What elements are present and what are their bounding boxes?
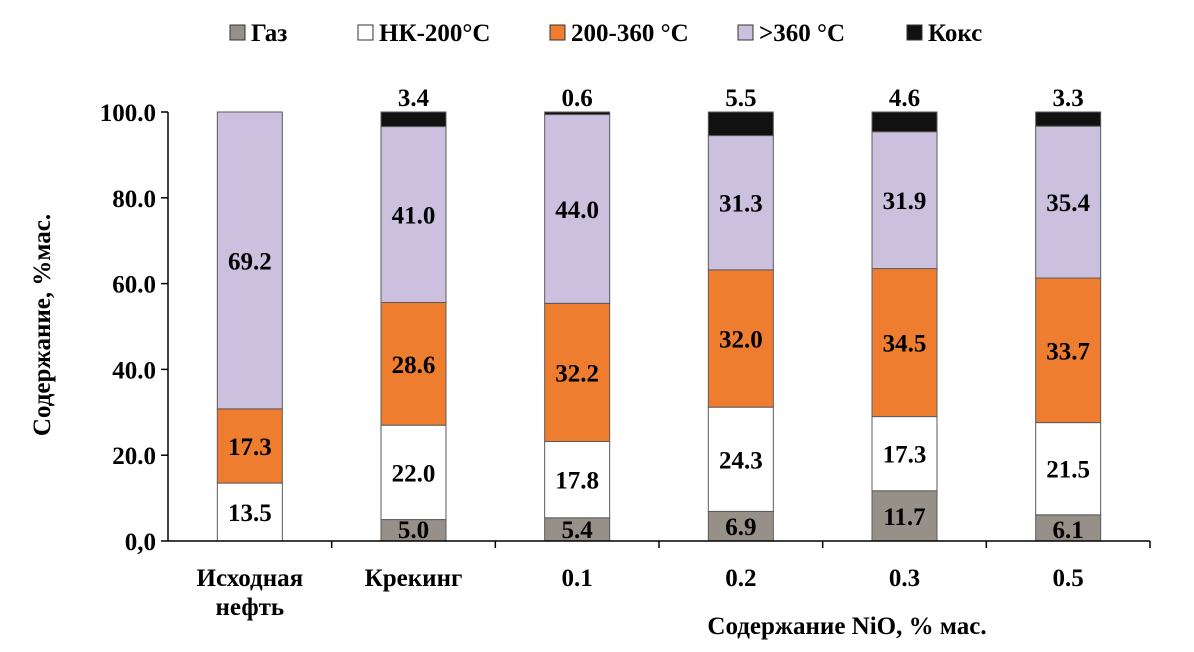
bar-segment — [871, 111, 938, 133]
data-label: 17.3 — [883, 442, 927, 469]
data-label: 17.8 — [555, 468, 599, 495]
bar-segment — [380, 111, 447, 128]
bar-segment — [871, 131, 938, 270]
legend-swatch — [906, 24, 923, 41]
legend-label: 200-360 °С — [571, 20, 689, 47]
data-label: 35.4 — [1046, 190, 1090, 217]
legend-label: >360 °С — [759, 20, 845, 47]
legend-swatch — [549, 24, 566, 41]
data-label: 3.4 — [398, 85, 430, 112]
bar-segment — [1035, 125, 1102, 279]
legend: Газ НК-200°С 200-360 °С >360 °С Кокс — [229, 20, 982, 47]
bar-segment — [380, 126, 447, 303]
data-label: 5.0 — [398, 517, 429, 544]
x-tick-label: Крекинг — [365, 565, 463, 592]
y-tick-label: 0,0 — [125, 529, 156, 556]
bar-segment — [707, 111, 774, 137]
x-tick-label: 0.5 — [1053, 565, 1084, 592]
bar-segment — [544, 302, 611, 442]
data-label: 6.9 — [725, 514, 756, 541]
y-tick-label: 80.0 — [112, 186, 156, 213]
data-label: 11.7 — [883, 504, 925, 531]
bar-segment — [544, 111, 611, 116]
data-label: 24.3 — [719, 447, 763, 474]
bar-segment — [544, 440, 611, 519]
x-axis-title: Содержание NiO, % мас. — [707, 613, 986, 640]
x-tick-label: Исходная — [197, 565, 304, 592]
y-tick-label: 40.0 — [112, 357, 156, 384]
data-label: 44.0 — [555, 197, 599, 224]
data-label: 5.5 — [725, 85, 756, 112]
data-label: 6.1 — [1053, 517, 1084, 544]
bar-segment — [216, 408, 283, 484]
data-label: 4.6 — [889, 85, 920, 112]
data-label: 33.7 — [1046, 338, 1090, 365]
bar-segment — [871, 490, 938, 542]
data-label: 17.3 — [228, 434, 272, 461]
data-label: 41.0 — [392, 203, 436, 230]
data-label: 34.5 — [883, 331, 927, 358]
legend-swatch — [229, 24, 246, 41]
bar-segment — [216, 111, 283, 410]
legend-label: Газ — [251, 20, 287, 47]
data-label: 22.0 — [392, 460, 436, 487]
bar-segment — [1035, 422, 1102, 516]
bar-segment — [380, 424, 447, 521]
bar-segment — [707, 406, 774, 512]
bar-segment — [707, 510, 774, 542]
bar-segment — [871, 416, 938, 492]
data-label: 13.5 — [228, 500, 272, 527]
data-label: 32.2 — [555, 360, 599, 387]
data-label: 69.2 — [228, 248, 272, 275]
bar-segment — [216, 482, 283, 542]
y-tick-label: 100.0 — [100, 100, 156, 127]
legend-swatch — [357, 24, 374, 41]
bars — [216, 111, 1102, 542]
data-label: 31.9 — [883, 188, 927, 215]
bar-segment — [707, 269, 774, 408]
data-label: 3.3 — [1053, 85, 1084, 112]
data-label: 21.5 — [1046, 457, 1090, 484]
y-tick-label: 20.0 — [112, 443, 156, 470]
bar-segment — [707, 135, 774, 271]
x-tick-label: 0.2 — [725, 565, 756, 592]
bar-segment — [1035, 111, 1102, 127]
segment-labels: 13.5 17.3 69.2 5.0 22.0 28.6 41.0 3.4 5.4 17.8 32.… — [228, 85, 1091, 544]
bar-segment — [871, 268, 938, 418]
data-label: 5.4 — [562, 517, 594, 544]
legend-label: Кокс — [928, 20, 982, 47]
legend-label: НК-200°С — [379, 20, 490, 47]
x-tick-label: 0.1 — [562, 565, 593, 592]
bar-segment — [1035, 277, 1102, 424]
data-label: 32.0 — [719, 327, 763, 354]
y-tick-label: 60.0 — [112, 272, 156, 299]
legend-swatch — [737, 24, 754, 41]
data-label: 28.6 — [392, 352, 436, 379]
x-tick-label: нефть — [216, 594, 285, 621]
bar-segment — [544, 114, 611, 304]
bar-segment — [380, 301, 447, 426]
x-tick-label: 0.3 — [889, 565, 920, 592]
y-axis-title: Содержание, %мас. — [29, 214, 56, 436]
data-label: 0.6 — [562, 85, 593, 112]
data-label: 31.3 — [719, 191, 763, 218]
